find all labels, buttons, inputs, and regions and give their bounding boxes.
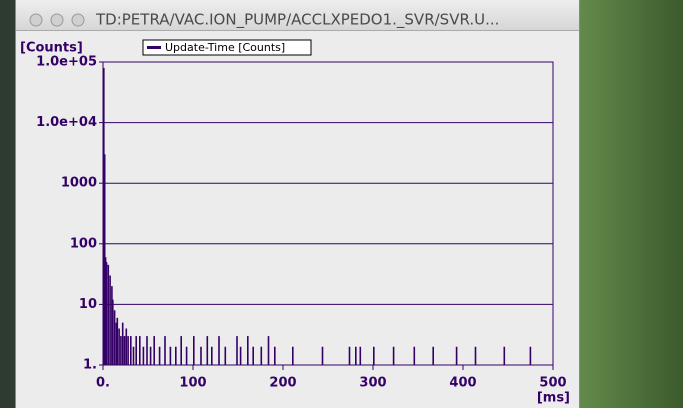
bar bbox=[153, 336, 155, 365]
x-tick-label: 100 bbox=[179, 376, 206, 391]
bar bbox=[114, 310, 116, 365]
bar bbox=[150, 347, 152, 365]
y-tick-label: 1. bbox=[83, 358, 97, 373]
y-tick-label: 1.0e+05 bbox=[36, 55, 97, 70]
bar bbox=[414, 347, 416, 365]
bar bbox=[261, 347, 263, 365]
bar bbox=[240, 347, 242, 365]
bar bbox=[186, 347, 188, 365]
bar bbox=[109, 275, 111, 365]
page: {"window": {"title": "TD:PETRA/VAC.ION_P… bbox=[0, 0, 683, 408]
bar bbox=[456, 347, 458, 365]
bar bbox=[180, 336, 182, 365]
bar bbox=[530, 347, 532, 365]
bar bbox=[211, 347, 213, 365]
x-axis-label: [ms] bbox=[537, 391, 570, 406]
y-tick-label: 10 bbox=[79, 297, 97, 312]
legend-label: Update-Time [Counts] bbox=[165, 41, 285, 54]
bar bbox=[292, 347, 294, 365]
bar bbox=[349, 347, 351, 365]
close-button[interactable] bbox=[30, 14, 42, 26]
window-title: TD:PETRA/VAC.ION_PUMP/ACCLXPEDO1._SVR/SV… bbox=[95, 11, 499, 30]
bar bbox=[117, 318, 119, 365]
bar bbox=[373, 347, 375, 365]
bar bbox=[133, 347, 135, 365]
bar bbox=[225, 347, 227, 365]
bar bbox=[106, 262, 108, 365]
zoom-button[interactable] bbox=[72, 14, 84, 26]
bar bbox=[218, 336, 220, 365]
bar bbox=[135, 336, 137, 365]
bar bbox=[124, 336, 126, 365]
bar bbox=[247, 336, 249, 365]
y-tick-label: 1.0e+04 bbox=[36, 115, 97, 130]
bar bbox=[200, 347, 202, 365]
bar bbox=[122, 323, 124, 365]
bar bbox=[118, 329, 120, 365]
y-tick-label: 1000 bbox=[61, 176, 97, 191]
bar bbox=[127, 336, 129, 365]
bar bbox=[143, 347, 145, 365]
bar bbox=[164, 336, 166, 365]
bar bbox=[139, 336, 141, 365]
x-tick-label: 300 bbox=[359, 376, 386, 391]
x-tick-label: 500 bbox=[539, 376, 566, 391]
y-axis-label: [Counts] bbox=[20, 41, 83, 56]
bar bbox=[159, 347, 161, 365]
bar bbox=[252, 347, 254, 365]
bar bbox=[504, 347, 506, 365]
bar bbox=[355, 347, 357, 365]
x-tick-label: 400 bbox=[449, 376, 476, 391]
plot-area bbox=[103, 62, 553, 365]
bar bbox=[175, 347, 177, 365]
bar bbox=[236, 336, 238, 365]
chart: TD:PETRA/VAC.ION_PUMP/ACCLXPEDO1._SVR/SV… bbox=[0, 0, 683, 408]
bar bbox=[126, 329, 128, 365]
minimize-button[interactable] bbox=[51, 14, 63, 26]
bar bbox=[268, 336, 270, 365]
bar bbox=[322, 347, 324, 365]
x-tick-label: 0. bbox=[96, 376, 110, 391]
bar bbox=[112, 300, 114, 365]
bar bbox=[393, 347, 395, 365]
bar bbox=[108, 265, 110, 365]
bar bbox=[193, 336, 195, 365]
bar bbox=[146, 336, 148, 365]
bar bbox=[207, 336, 209, 365]
x-tick-label: 200 bbox=[269, 376, 296, 391]
bar bbox=[170, 347, 172, 365]
bar bbox=[130, 336, 132, 365]
bar bbox=[274, 347, 276, 365]
bar bbox=[360, 347, 362, 365]
bar bbox=[475, 347, 477, 365]
y-tick-label: 100 bbox=[70, 236, 97, 251]
bar bbox=[120, 336, 122, 365]
bar bbox=[432, 347, 434, 365]
